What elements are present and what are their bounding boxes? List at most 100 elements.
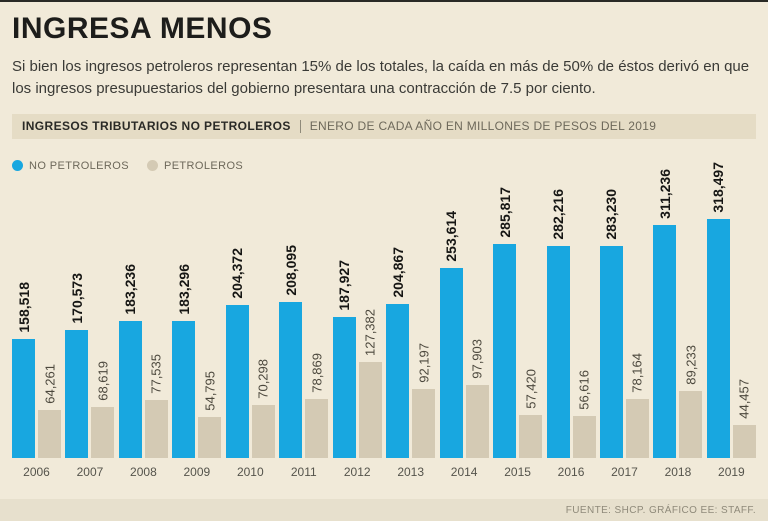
value-label-no-petroleros-2018: 311,236 (656, 168, 673, 219)
bar-no-petroleros-2019: 318,497 (706, 162, 730, 458)
bar-no-petroleros-2008: 183,236 (118, 264, 142, 458)
legend: NO PETROLEROS PETROLEROS (12, 159, 756, 173)
x-axis-label-2016: 2016 (557, 464, 585, 479)
year-group-2013: 204,867 92,197 2013 (386, 247, 436, 479)
value-label-petroleros-2018: 89,233 (683, 344, 699, 385)
bar-no-petroleros-2013: 204,867 (386, 247, 410, 458)
legend-item-no-petroleros: NO PETROLEROS (12, 160, 129, 172)
legend-dot-no-petroleros (12, 160, 23, 171)
x-axis-label-2011: 2011 (290, 464, 317, 479)
bar-no-petroleros-2006: 158,518 (12, 282, 35, 458)
bar-petroleros-2007: 68,619 (91, 361, 115, 458)
bar-pair-2009: 183,296 54,795 (172, 264, 222, 458)
value-label-no-petroleros-2011: 208,095 (282, 244, 299, 296)
bar-petroleros-2012: 127,382 (358, 309, 382, 458)
bar-no-petroleros-2009: 183,296 (172, 264, 196, 458)
x-axis-label-2008: 2008 (130, 464, 157, 479)
bar-petroleros-2008: 77,535 (144, 354, 168, 458)
bar-petroleros-2017: 78,164 (625, 353, 649, 458)
infographic: INGRESA MENOS Si bien los ingresos petro… (0, 2, 768, 479)
bar-pair-2018: 311,236 89,233 (653, 169, 703, 458)
x-axis-label-2017: 2017 (611, 464, 638, 479)
legend-item-petroleros: PETROLEROS (146, 159, 244, 172)
chart-header-label: INGRESOS TRIBUTARIOS NO PETROLEROS (22, 119, 291, 133)
bar-petroleros-2009: 54,795 (198, 371, 222, 458)
x-axis-label-2015: 2015 (504, 464, 531, 479)
chart-header-strip: INGRESOS TRIBUTARIOS NO PETROLEROS ENERO… (12, 113, 756, 139)
bar-no-petroleros-2012: 187,927 (332, 260, 356, 458)
header-divider (299, 119, 301, 133)
value-label-petroleros-2014: 97,903 (469, 338, 485, 379)
value-label-no-petroleros-2014: 253,614 (443, 210, 460, 262)
value-label-no-petroleros-2017: 283,230 (603, 188, 620, 240)
bar-petroleros-2013: 92,197 (412, 343, 436, 458)
value-label-no-petroleros-2012: 187,927 (336, 259, 353, 311)
year-group-2014: 253,614 97,903 2014 (439, 211, 489, 479)
bar-pair-2013: 204,867 92,197 (386, 247, 436, 458)
x-axis-label-2010: 2010 (236, 464, 264, 479)
bar-petroleros-2014: 97,903 (465, 339, 489, 458)
bar-no-petroleros-2010: 204,372 (225, 248, 249, 458)
bar-pair-2017: 283,230 78,164 (599, 189, 649, 458)
bar-pair-2014: 253,614 97,903 (439, 211, 489, 458)
year-group-2016: 282,216 56,616 2016 (546, 189, 596, 479)
bar-pair-2011: 208,095 78,869 (279, 245, 329, 458)
chart-header-sublabel: ENERO DE CADA AÑO EN MILLONES DE PESOS D… (309, 119, 657, 133)
value-label-no-petroleros-2006: 158,518 (15, 281, 32, 333)
legend-label: PETROLEROS (163, 159, 244, 172)
x-axis-label-2013: 2013 (397, 464, 425, 479)
bar-no-petroleros-2014: 253,614 (439, 211, 463, 458)
x-axis-label-2009: 2009 (183, 464, 211, 479)
legend-label: NO PETROLEROS (29, 159, 129, 172)
bar-pair-2008: 183,236 77,535 (118, 264, 168, 458)
value-label-no-petroleros-2019: 318,497 (710, 161, 727, 213)
bar-pair-2015: 285,817 57,420 (493, 187, 543, 458)
value-label-petroleros-2015: 57,420 (523, 368, 539, 409)
legend-dot-petroleros (146, 160, 158, 171)
bar-no-petroleros-2007: 170,573 (65, 273, 89, 458)
value-label-petroleros-2007: 68,619 (95, 360, 111, 401)
bar-petroleros-2010: 70,298 (251, 359, 275, 458)
x-axis-label-2007: 2007 (76, 464, 104, 479)
bar-pair-2016: 282,216 56,616 (546, 189, 596, 458)
page-title: INGRESA MENOS (12, 12, 273, 45)
year-group-2009: 183,296 54,795 2009 (172, 264, 222, 479)
bar-pair-2019: 318,497 44,457 (706, 162, 756, 458)
year-group-2017: 283,230 78,164 2017 (599, 189, 649, 479)
bar-pair-2012: 187,927 127,382 (332, 260, 382, 458)
bar-pair-2007: 170,573 68,619 (65, 273, 115, 458)
value-label-petroleros-2013: 92,197 (416, 342, 432, 383)
year-group-2018: 311,236 89,233 2018 (653, 169, 703, 479)
year-group-2019: 318,497 44,457 2019 (706, 162, 756, 479)
bar-no-petroleros-2018: 311,236 (653, 169, 677, 458)
value-label-no-petroleros-2016: 282,216 (550, 188, 567, 240)
bar-no-petroleros-2011: 208,095 (279, 245, 303, 458)
bar-petroleros-2011: 78,869 (305, 353, 329, 458)
value-label-petroleros-2012: 127,382 (362, 308, 378, 356)
year-group-2008: 183,236 77,535 2008 (118, 264, 168, 479)
x-axis-label-2014: 2014 (450, 464, 478, 479)
intro-text: Si bien los ingresos petroleros represen… (12, 58, 750, 97)
bar-chart: 158,518 64,261 2006 170,573 68,619 2007 183,23… (12, 162, 756, 479)
bar-pair-2006: 158,518 64,261 (12, 282, 61, 458)
bar-pair-2010: 204,372 70,298 (225, 248, 275, 458)
bar-petroleros-2015: 57,420 (519, 369, 543, 458)
value-label-petroleros-2011: 78,869 (309, 352, 325, 393)
year-group-2015: 285,817 57,420 2015 (493, 187, 543, 479)
value-label-no-petroleros-2009: 183,296 (175, 263, 192, 315)
bar-no-petroleros-2016: 282,216 (546, 189, 570, 458)
x-axis-label-2012: 2012 (343, 464, 371, 479)
bar-petroleros-2019: 44,457 (732, 379, 756, 458)
value-label-no-petroleros-2015: 285,817 (496, 186, 513, 238)
year-group-2007: 170,573 68,619 2007 (65, 273, 115, 479)
value-label-no-petroleros-2013: 204,867 (389, 246, 406, 298)
value-label-petroleros-2009: 54,795 (202, 370, 218, 411)
year-group-2011: 208,095 78,869 2011 (279, 245, 329, 479)
x-axis-label-2018: 2018 (664, 464, 692, 479)
bar-petroleros-2006: 64,261 (38, 364, 61, 458)
bar-petroleros-2016: 56,616 (572, 370, 596, 458)
x-axis-label-2019: 2019 (718, 464, 745, 479)
x-axis-label-2006: 2006 (23, 464, 50, 479)
year-group-2012: 187,927 127,382 2012 (332, 260, 382, 479)
year-group-2010: 204,372 70,298 2010 (225, 248, 275, 479)
